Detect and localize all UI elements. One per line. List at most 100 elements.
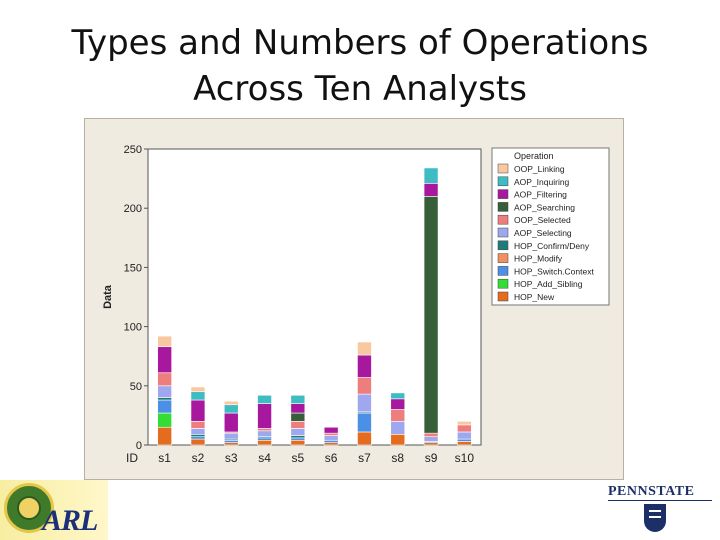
bar-s5-aop-inquiring [290, 394, 306, 404]
y-axis-label: Data [102, 284, 114, 309]
legend-swatch-aop-searching [497, 202, 509, 212]
pennstate-wordmark: PENNSTATE [608, 484, 695, 499]
y-tick-label-250: 250 [124, 144, 142, 156]
y-tick-label-0: 0 [136, 440, 142, 452]
bar-s6-aop-selecting [323, 435, 339, 441]
bar-s5-hop-switch-context [290, 437, 306, 441]
bar-s9-aop-selecting [423, 436, 439, 442]
bar-s9-aop-filtering [423, 183, 439, 197]
bar-s5-oop-selected [290, 421, 306, 429]
bar-s2-aop-inquiring [190, 391, 206, 401]
legend-swatch-hop-new [497, 291, 509, 302]
bar-s5-hop-confirm-deny [290, 435, 306, 439]
legend-swatch-hop-confirm-deny [497, 240, 509, 251]
bar-s8-aop-inquiring [390, 392, 406, 400]
legend-label-aop-inquiring: AOP_Inquiring [514, 177, 570, 187]
bar-s9-hop-new [423, 442, 439, 446]
bar-s10-aop-selecting [457, 431, 472, 440]
y-tick-label-100: 100 [124, 322, 142, 334]
bar-s7-hop-new [357, 431, 372, 446]
bar-s7-aop-filtering [357, 354, 372, 378]
bar-s4-aop-inquiring [257, 394, 272, 404]
legend-label-oop-linking: OOP_Linking [514, 164, 565, 174]
bar-s2-oop-linking [190, 386, 206, 393]
bar-s5-aop-selecting [290, 428, 306, 436]
legend-box [491, 147, 610, 306]
bar-s10-hop-switch-context [457, 438, 472, 442]
x-tick-label-s6: s6 [325, 451, 338, 465]
legend-swatch-aop-filtering [497, 189, 509, 199]
bar-s5-aop-filtering [290, 403, 306, 414]
y-tick-label-50: 50 [130, 381, 142, 393]
pennstate-logo: PENNSTATE [600, 484, 718, 536]
bar-s7-oop-selected [357, 377, 372, 395]
legend-swatch-oop-selected [497, 214, 509, 225]
legend-label-aop-filtering: AOP_Filtering [514, 190, 567, 200]
bar-s5-aop-searching [290, 412, 306, 422]
bar-s3-hop-switch-context [223, 439, 239, 443]
legend-swatch-aop-inquiring [497, 176, 509, 187]
bar-s9-aop-inquiring [423, 167, 439, 184]
bar-s1-hop-switch-context [157, 399, 172, 414]
bar-s1-oop-selected [157, 372, 172, 387]
bar-s2-aop-selecting [190, 428, 206, 435]
bar-s3-aop-inquiring [223, 404, 239, 414]
bar-s1-hop-confirm-deny [157, 397, 172, 401]
legend-label-hop-confirm-deny: HOP_Confirm/Deny [514, 241, 590, 251]
legend-swatch-hop-modify [497, 253, 509, 263]
bar-s1-aop-selecting [157, 385, 172, 398]
bar-s10-hop-new [457, 441, 472, 446]
x-axis-id-label: ID [126, 451, 138, 465]
bar-s8-aop-selecting [390, 421, 406, 435]
x-tick-label-s9: s9 [425, 451, 438, 465]
arl-logo: ARL [0, 480, 108, 540]
bar-s10-oop-selected [457, 424, 472, 433]
stacked-bar-chart: 0 50 100 150 200 250 Data ID s1 s2 s3 s4 s5 s6 s7 s8 s9 s… [102, 144, 610, 465]
bar-s5-hop-new [290, 439, 306, 446]
legend-label-aop-searching: AOP_Searching [514, 202, 575, 212]
legend-swatch-oop-linking [497, 163, 509, 174]
bar-s6-hop-switch-context [323, 439, 339, 443]
bar-s3-hop-new [223, 442, 239, 446]
bar-s2-hop-confirm-deny [190, 434, 206, 438]
x-tick-label-s8: s8 [391, 451, 404, 465]
bar-s6-oop-selected [323, 432, 339, 436]
x-tick-label-s3: s3 [225, 451, 238, 465]
bar-s4-aop-filtering [257, 403, 272, 429]
x-tick-label-s1: s1 [158, 451, 171, 465]
bar-s2-hop-new [190, 438, 206, 446]
title-line-2: Across Ten Analysts [193, 69, 527, 109]
title-line-1: Types and Numbers of Operations [71, 23, 649, 63]
bar-s4-oop-selected [257, 428, 272, 432]
legend-swatch-aop-selecting [497, 227, 509, 238]
legend-title: Operation [514, 151, 554, 161]
legend-label-oop-selected: OOP_Selected [514, 215, 571, 225]
arl-logo-text: ARL [42, 504, 98, 537]
bar-s2-aop-filtering [190, 399, 206, 422]
legend-label-hop-add-sibling: HOP_Add_Sibling [514, 279, 583, 289]
legend-swatch-hop-add-sibling [497, 278, 509, 289]
bar-s4-hop-switch-context [257, 437, 272, 441]
bar-s1-aop-filtering [157, 346, 172, 374]
bar-s1-oop-linking [157, 335, 172, 348]
bar-s9-oop-selected [423, 432, 439, 438]
legend-label-hop-new: HOP_New [514, 292, 555, 302]
chart-panel: 0 50 100 150 200 250 Data ID s1 s2 s3 s4 s5 s6 s7 s8 s9 s… [84, 118, 624, 480]
y-tick-label-150: 150 [124, 262, 142, 274]
bar-s8-hop-new [390, 434, 406, 446]
legend-label-hop-switch-context: HOP_Switch.Context [514, 266, 594, 276]
legend-label-aop-selecting: AOP_Selecting [514, 228, 572, 238]
bar-s10-oop-linking [457, 421, 472, 426]
bar-s9-aop-searching [423, 196, 439, 434]
bar-s4-aop-selecting [257, 430, 272, 438]
x-tick-label-s2: s2 [192, 451, 205, 465]
x-tick-label-s5: s5 [292, 451, 305, 465]
legend-swatch-hop-switch-context [497, 266, 509, 276]
bar-s7-oop-linking [357, 341, 372, 356]
x-tick-label-s4: s4 [258, 451, 271, 465]
x-tick-label-s7: s7 [358, 451, 371, 465]
arl-seal-icon [4, 483, 54, 533]
bar-s4-hop-new [257, 439, 272, 446]
slide-title: Types and Numbers of Operations Across T… [0, 20, 720, 112]
pennstate-shield-icon [644, 504, 666, 532]
